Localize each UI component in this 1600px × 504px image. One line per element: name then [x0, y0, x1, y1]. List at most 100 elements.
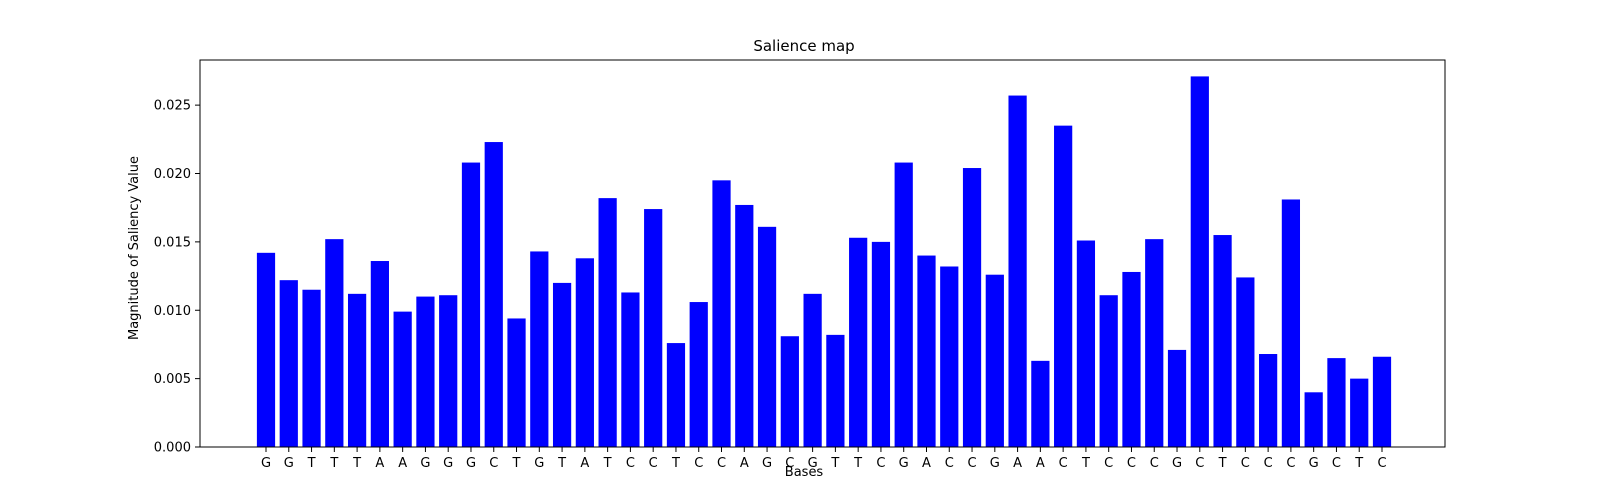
bar — [552, 282, 572, 447]
bar — [666, 343, 686, 447]
x-tick-label: T — [1081, 456, 1090, 471]
x-tick-label: C — [1241, 456, 1250, 471]
x-tick-label: A — [922, 456, 931, 471]
bar — [256, 252, 276, 447]
bar — [1350, 378, 1369, 447]
bar — [1213, 235, 1232, 447]
bar — [689, 302, 708, 447]
bar — [1259, 354, 1278, 447]
bar — [985, 274, 1004, 447]
x-tick-label: C — [626, 456, 635, 471]
bar — [598, 198, 617, 447]
x-tick-label: C — [1127, 456, 1136, 471]
x-tick-label: C — [1059, 456, 1068, 471]
bar — [621, 292, 640, 447]
x-tick-label: G — [284, 456, 294, 471]
plot-frame — [199, 59, 1446, 448]
bar — [1190, 76, 1209, 447]
bar — [1145, 239, 1164, 447]
bar — [393, 311, 412, 447]
x-tick-label: C — [489, 456, 498, 471]
x-tick-label: G — [990, 456, 1000, 471]
bar — [712, 180, 731, 447]
bar — [461, 162, 481, 447]
bar — [1281, 199, 1301, 447]
x-tick-label: T — [329, 456, 338, 471]
x-tick-label: T — [512, 456, 521, 471]
x-tick-label: G — [420, 456, 430, 471]
bar — [1054, 125, 1073, 447]
x-tick-label: C — [1104, 456, 1113, 471]
y-tick-label: 0.025 — [154, 99, 191, 114]
bar — [849, 237, 868, 447]
bar — [439, 295, 458, 447]
x-tick-label: G — [899, 456, 909, 471]
bar — [1167, 349, 1187, 447]
bar — [370, 261, 389, 447]
bar — [803, 293, 822, 447]
bar — [871, 241, 891, 447]
chart-title: Salience map — [753, 37, 854, 55]
bar — [644, 209, 663, 447]
y-tick-label: 0.000 — [154, 441, 191, 456]
x-tick-label: G — [808, 456, 818, 471]
x-tick-label: A — [1036, 456, 1045, 471]
x-tick-label: T — [830, 456, 839, 471]
x-tick-label: C — [876, 456, 885, 471]
x-tick-label: T — [1354, 456, 1363, 471]
y-axis-ticks: 0.000 0.005 0.010 0.015 0.020 0.025 — [154, 99, 200, 456]
x-tick-label: A — [580, 456, 589, 471]
bar — [894, 162, 913, 447]
x-tick-label: G — [534, 456, 544, 471]
x-tick-label: C — [1150, 456, 1159, 471]
bar — [962, 168, 982, 447]
x-tick-label: C — [649, 456, 658, 471]
x-tick-label: C — [1286, 456, 1295, 471]
x-tick-label: T — [307, 456, 316, 471]
bar — [940, 266, 959, 447]
x-tick-label: C — [1195, 456, 1204, 471]
bar — [416, 296, 435, 447]
bar — [1327, 358, 1346, 447]
y-tick-label: 0.005 — [154, 372, 191, 387]
bar — [1076, 240, 1096, 447]
x-tick-label: C — [945, 456, 954, 471]
x-tick-label: A — [375, 456, 384, 471]
y-tick-label: 0.010 — [154, 304, 191, 319]
bar — [735, 204, 754, 447]
bar — [484, 142, 503, 448]
x-tick-label: T — [1218, 456, 1227, 471]
x-tick-label: C — [717, 456, 726, 471]
y-tick-label: 0.015 — [154, 235, 191, 250]
bar — [279, 280, 298, 447]
x-tick-label: G — [1309, 456, 1319, 471]
x-tick-label: C — [968, 456, 977, 471]
bar — [347, 293, 367, 447]
x-tick-label: A — [740, 456, 749, 471]
x-tick-label: T — [671, 456, 680, 471]
bar — [302, 289, 321, 447]
x-tick-label: G — [762, 456, 772, 471]
x-tick-label: G — [466, 456, 476, 471]
x-tick-label: G — [443, 456, 453, 471]
x-tick-label: C — [694, 456, 703, 471]
bar — [325, 239, 344, 447]
x-tick-label: C — [1332, 456, 1341, 471]
x-tick-label: G — [1172, 456, 1182, 471]
x-tick-label: C — [1264, 456, 1273, 471]
x-tick-label: C — [1377, 456, 1386, 471]
x-tick-label: T — [603, 456, 612, 471]
bar — [917, 255, 936, 447]
bar — [1236, 277, 1255, 447]
bar — [1122, 271, 1141, 447]
x-tick-label: G — [261, 456, 271, 471]
bars-group — [256, 76, 1392, 448]
x-tick-label: A — [398, 456, 407, 471]
x-tick-label: A — [1013, 456, 1022, 471]
x-axis-label: Bases — [785, 465, 824, 480]
bar — [1372, 356, 1392, 447]
bar — [575, 258, 594, 447]
